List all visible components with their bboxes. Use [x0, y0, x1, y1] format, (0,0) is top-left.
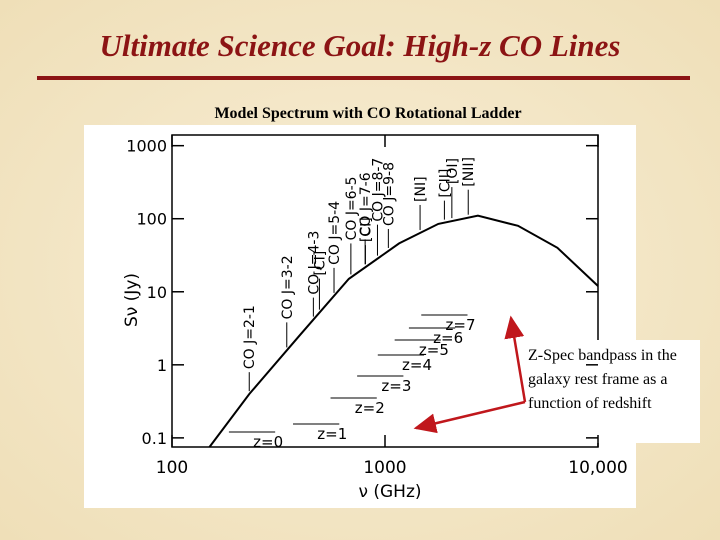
callout-wrap: Z-Spec bandpass in the galaxy rest frame… — [528, 347, 677, 412]
y-tick-label: 1 — [157, 356, 167, 375]
arrow — [413, 400, 526, 434]
chart-panel — [84, 125, 636, 508]
chart-title: Model Spectrum with CO Rotational Ladder — [214, 105, 521, 122]
x-tick-label: 10,000 — [568, 458, 627, 478]
line-label: CO J=6-5 — [344, 176, 360, 240]
redshift-label: z=2 — [355, 399, 385, 417]
line-label: CO J=5-4 — [327, 201, 343, 265]
y-tick-label: 1000 — [126, 137, 167, 156]
redshift-label: z=1 — [317, 425, 347, 443]
line-label: CO J=2-1 — [242, 305, 258, 369]
y-tick-label: 0.1 — [142, 429, 167, 448]
redshift-label: z=7 — [446, 316, 476, 334]
line-label: CO J=4-3 — [306, 231, 322, 295]
line-label: [OI] — [445, 158, 461, 184]
y-tick-label: 100 — [136, 210, 167, 229]
line-label: CO J=8-7 — [370, 158, 386, 222]
y-tick-label: 10 — [147, 283, 167, 302]
line-label: [NII] — [461, 157, 477, 187]
redshift-label: z=5 — [419, 341, 449, 359]
slide-title: Ultimate Science Goal: High-z CO Lines — [100, 28, 621, 63]
line-label: [CII] — [437, 169, 453, 198]
line-label: [CI] — [358, 217, 374, 242]
redshift-label: z=4 — [402, 356, 432, 374]
line-label: [NI] — [413, 176, 429, 202]
redshift-label: z=0 — [253, 433, 283, 451]
redshift-label: z=6 — [433, 329, 463, 347]
arrow — [504, 315, 527, 403]
y-axis-label: Sν (Jy) — [122, 273, 142, 327]
x-axis-label: ν (GHz) — [358, 482, 421, 502]
redshift-label: z=3 — [381, 377, 411, 395]
callout-box — [524, 340, 700, 443]
line-label: CO J=7-6 — [358, 172, 374, 236]
callout-text: Z-Spec bandpass in the galaxy rest frame… — [528, 347, 677, 412]
line-label: CO J=9-8 — [381, 162, 397, 226]
line-label: CO J=3-2 — [280, 255, 296, 319]
x-tick-label: 1000 — [363, 458, 406, 478]
plot: 100 1000 10,000 1000 100 10 1 0.1 CO J=2-1 CO J=3… — [126, 135, 628, 478]
spectrum-line — [208, 214, 599, 448]
line-label: [CI] — [312, 251, 328, 276]
x-tick-label: 100 — [156, 458, 188, 478]
